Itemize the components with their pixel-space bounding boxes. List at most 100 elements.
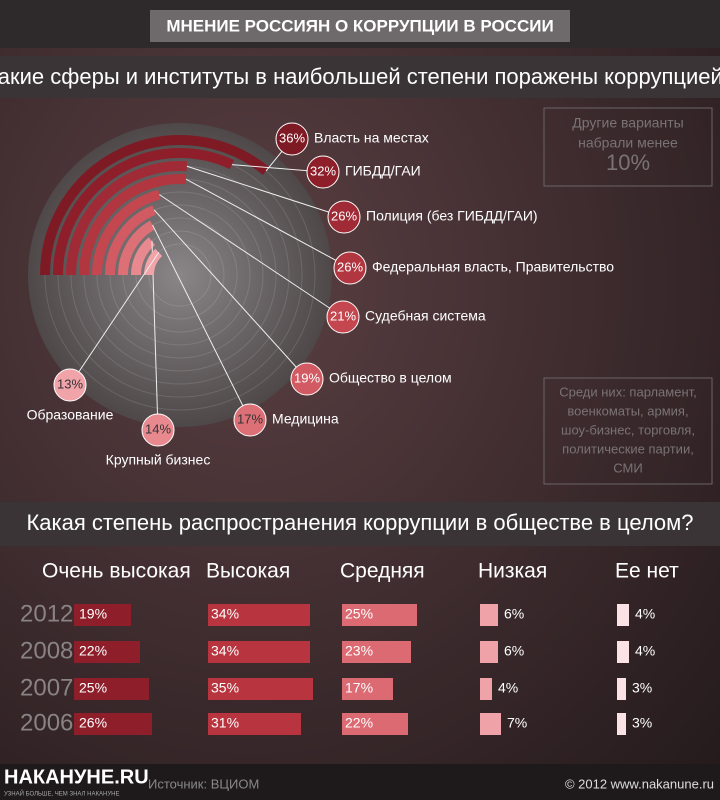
note-text: политические партии, bbox=[562, 441, 694, 456]
category-label: Полиция (без ГИБДД/ГАИ) bbox=[366, 208, 538, 224]
note-text: Другие варианты bbox=[572, 115, 683, 131]
column-header: Высокая bbox=[206, 560, 290, 583]
value-label: 13% bbox=[57, 376, 83, 391]
question-band bbox=[0, 502, 720, 546]
value-label: 23% bbox=[345, 643, 373, 659]
label-bubble bbox=[306, 155, 340, 189]
leader-line bbox=[69, 252, 160, 386]
value-label: 25% bbox=[345, 606, 373, 622]
bar bbox=[617, 678, 626, 700]
label-bubble bbox=[327, 200, 361, 234]
value-label: 19% bbox=[294, 370, 320, 385]
year-label: 2012 bbox=[20, 600, 73, 627]
category-label: ГИБДД/ГАИ bbox=[345, 163, 421, 179]
leader-line bbox=[159, 194, 344, 318]
header-title: МНЕНИЕ РОССИЯН О КОРРУПЦИИ В РОССИИ bbox=[166, 16, 553, 35]
note-text: СМИ bbox=[613, 460, 642, 475]
year-label: 2007 bbox=[20, 674, 73, 701]
value-label: 22% bbox=[345, 715, 373, 731]
label-bubble bbox=[326, 300, 360, 334]
value-label: 36% bbox=[279, 130, 305, 145]
note-box bbox=[543, 107, 713, 187]
value-label: 6% bbox=[504, 606, 524, 622]
value-label: 3% bbox=[632, 715, 652, 731]
radial-bar bbox=[92, 189, 161, 276]
bar bbox=[342, 713, 408, 735]
year-label: 2006 bbox=[20, 709, 73, 736]
bar bbox=[480, 604, 498, 626]
bar bbox=[208, 713, 301, 735]
value-label: 32% bbox=[310, 163, 336, 178]
copyright: © 2012 www.nakanune.ru bbox=[565, 776, 714, 791]
bar bbox=[617, 641, 629, 663]
column-header: Низкая bbox=[478, 560, 547, 583]
radial-bar bbox=[79, 174, 187, 276]
note-box bbox=[543, 377, 713, 485]
year-label: 2008 bbox=[20, 637, 73, 664]
value-label: 34% bbox=[211, 606, 239, 622]
bar bbox=[208, 678, 313, 700]
radial-bar bbox=[131, 237, 156, 276]
category-label: Судебная система bbox=[365, 308, 486, 324]
note-text: Среди них: парламент, bbox=[559, 384, 697, 399]
radial-bar bbox=[105, 205, 157, 276]
header-box bbox=[150, 10, 570, 42]
radial-bar bbox=[66, 161, 188, 276]
value-label: 26% bbox=[331, 208, 357, 223]
leader-line bbox=[186, 165, 345, 218]
bar bbox=[74, 713, 152, 735]
bar bbox=[617, 713, 626, 735]
footer-band bbox=[0, 764, 720, 800]
label-bubble bbox=[141, 413, 175, 447]
bar bbox=[342, 604, 417, 626]
value-label: 3% bbox=[632, 680, 652, 696]
category-label: Федеральная власть, Правительство bbox=[372, 259, 614, 275]
category-label: Общество в целом bbox=[329, 370, 452, 386]
bar bbox=[480, 678, 492, 700]
note-text: военкоматы, армия, bbox=[567, 403, 688, 418]
value-label: 6% bbox=[504, 643, 524, 659]
value-label: 17% bbox=[237, 411, 263, 426]
value-label: 35% bbox=[211, 680, 239, 696]
label-bubble bbox=[53, 368, 87, 402]
value-label: 17% bbox=[345, 680, 373, 696]
bar bbox=[342, 678, 393, 700]
bar bbox=[208, 604, 310, 626]
value-label: 21% bbox=[330, 308, 356, 323]
label-bubble bbox=[333, 251, 367, 285]
column-header: Очень высокая bbox=[42, 560, 191, 583]
source: Источник: ВЦИОМ bbox=[148, 776, 259, 791]
question-1: Какие сферы и институты в наибольшей сте… bbox=[0, 64, 720, 89]
category-label: Медицина bbox=[272, 411, 339, 427]
logo: НАКАНУНЕ.RU bbox=[4, 766, 149, 788]
value-label: 26% bbox=[79, 715, 107, 731]
note-text: набрали менее bbox=[578, 135, 678, 151]
bar bbox=[74, 678, 149, 700]
category-label: Крупный бизнес bbox=[106, 452, 211, 468]
bar bbox=[480, 713, 501, 735]
value-label: 4% bbox=[635, 643, 655, 659]
leader-line bbox=[153, 209, 308, 380]
bar bbox=[208, 641, 310, 663]
value-label: 19% bbox=[79, 606, 107, 622]
value-label: 25% bbox=[79, 680, 107, 696]
value-label: 7% bbox=[507, 715, 527, 731]
radial-bar bbox=[53, 148, 235, 276]
bar bbox=[74, 641, 140, 663]
bar bbox=[617, 604, 629, 626]
category-label: Власть на местах bbox=[314, 130, 429, 146]
bar bbox=[480, 641, 498, 663]
question-2: Какая степень распространения коррупции … bbox=[26, 510, 693, 535]
bar bbox=[342, 641, 411, 663]
value-label: 14% bbox=[145, 421, 171, 436]
value-label: 4% bbox=[635, 606, 655, 622]
bar bbox=[74, 604, 131, 626]
value-label: 22% bbox=[79, 643, 107, 659]
value-label: 31% bbox=[211, 715, 239, 731]
radial-bar bbox=[40, 135, 270, 276]
leader-line bbox=[152, 224, 251, 421]
note-text: шоу-бизнес, торговля, bbox=[561, 422, 695, 437]
label-bubble bbox=[275, 122, 309, 156]
label-bubble bbox=[233, 403, 267, 437]
